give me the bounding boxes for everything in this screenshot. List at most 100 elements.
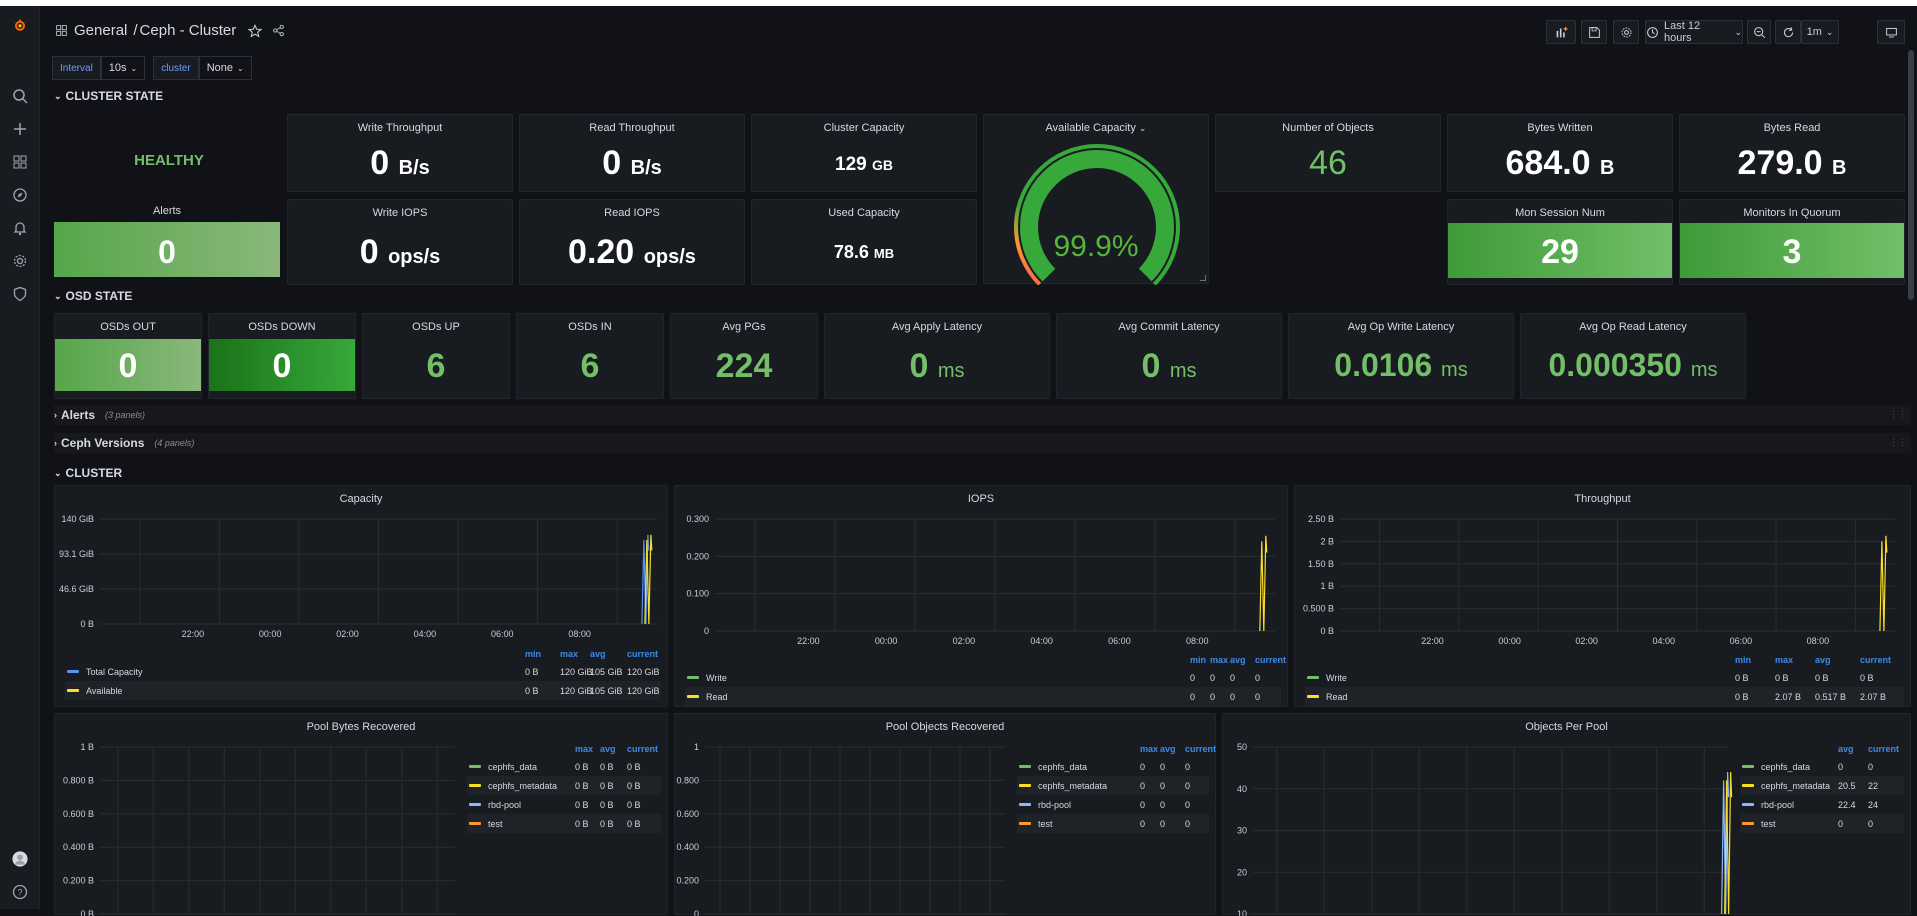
bytes-read-panel[interactable]: Bytes Read 279.0 B — [1679, 114, 1905, 192]
health-status-panel[interactable]: HEALTHY — [54, 115, 284, 175]
alerting-bell-icon[interactable] — [10, 218, 30, 238]
save-dashboard-button[interactable] — [1581, 20, 1607, 44]
write-iops-panel[interactable]: Write IOPS 0 ops/s — [287, 199, 513, 285]
monitors-in-quorum-panel[interactable]: Monitors In Quorum 3 — [1679, 199, 1905, 285]
read-throughput-panel[interactable]: Read Throughput 0 B/s — [519, 114, 745, 192]
legend-column-header[interactable]: current — [1185, 744, 1217, 754]
legend-column-header[interactable]: avg — [1230, 655, 1246, 665]
legend-row[interactable]: Total Capacity 0 B 120 GiB 105 GiB 120 GiB — [65, 662, 661, 681]
number-of-objects-panel[interactable]: Number of Objects 46 — [1215, 114, 1441, 192]
legend-column-header[interactable]: max — [1210, 655, 1229, 665]
objects-per-pool-graph-panel[interactable]: Objects Per Pool 50 40 30 20 10 avg current ceph… — [1222, 713, 1911, 916]
tv-mode-button[interactable] — [1877, 20, 1905, 44]
osds-up-panel[interactable]: OSDs UP 6 — [362, 313, 510, 399]
dashboards-icon[interactable] — [10, 152, 30, 172]
legend-row[interactable]: rbd-pool 22.4 24 — [1740, 795, 1904, 814]
zoom-out-button[interactable] — [1747, 20, 1771, 44]
server-admin-shield-icon[interactable] — [10, 284, 30, 304]
pool-bytes-recovered-graph-panel[interactable]: Pool Bytes Recovered 1 B 0.800 B 0.600 B 0.4… — [54, 713, 668, 916]
dashboard-title[interactable]: Ceph - Cluster — [139, 22, 237, 39]
avg-pgs-panel[interactable]: Avg PGs 224 — [670, 313, 818, 399]
legend-column-header[interactable]: avg — [1838, 744, 1854, 754]
graph-canvas[interactable]: 0.300 0.200 0.100 0 22:00 00:00 02:00 04:00 06:0… — [675, 486, 1289, 708]
refresh-interval-picker[interactable]: 1m ⌄ — [1801, 20, 1839, 44]
legend-column-header[interactable]: avg — [1160, 744, 1176, 754]
legend-row[interactable]: Write 0 B 0 B 0 B 0 B — [1305, 668, 1904, 687]
legend-row[interactable]: Available 0 B 120 GiB 105 GiB 120 GiB — [65, 681, 661, 700]
legend-row[interactable]: cephfs_data 0 0 0 — [1017, 757, 1209, 776]
osds-out-panel[interactable]: OSDs OUT 0 — [54, 313, 202, 399]
add-panel-button[interactable] — [1546, 20, 1576, 44]
legend-column-header[interactable]: max — [575, 744, 594, 754]
search-icon[interactable] — [10, 86, 30, 106]
legend-column-header[interactable]: current — [1868, 744, 1900, 754]
plus-icon[interactable] — [10, 119, 30, 139]
avg-op-write-latency-panel[interactable]: Avg Op Write Latency 0.0106 ms — [1288, 313, 1514, 399]
iops-graph-panel[interactable]: IOPS 0.300 0.200 0.100 0 22:00 00:00 02:00 04:00… — [674, 485, 1288, 707]
legend-row[interactable]: test 0 0 0 — [1017, 814, 1209, 833]
osds-down-panel[interactable]: OSDs DOWN 0 — [208, 313, 356, 399]
breadcrumb-folder[interactable]: General — [74, 22, 128, 39]
star-icon[interactable] — [248, 23, 263, 38]
pool-objects-recovered-graph-panel[interactable]: Pool Objects Recovered 1 0.800 0.600 0.400 0.… — [674, 713, 1217, 916]
time-picker-button[interactable]: Last 12 hours ⌄ — [1645, 20, 1743, 44]
alerts-stat-panel[interactable]: Alerts 0 — [54, 200, 280, 285]
legend-row[interactable]: test 0 0 — [1740, 814, 1904, 833]
write-throughput-panel[interactable]: Write Throughput 0 B/s — [287, 114, 513, 192]
avg-commit-latency-panel[interactable]: Avg Commit Latency 0 ms — [1056, 313, 1282, 399]
legend-row[interactable]: Read 0 0 0 0 — [685, 687, 1281, 706]
refresh-button[interactable] — [1775, 20, 1801, 44]
graph-canvas[interactable]: 2.50 B 2 B 1.50 B 1 B 0.500 B 0 B 22:00 00:00 02… — [1295, 486, 1912, 708]
legend-row[interactable]: Read 0 B 2.07 B 0.517 B 2.07 B — [1305, 687, 1904, 706]
drag-handle-icon[interactable]: ⋮⋮ — [1889, 409, 1907, 419]
legend-row[interactable]: cephfs_data 0 0 — [1740, 757, 1904, 776]
user-avatar[interactable] — [10, 849, 30, 869]
osds-in-panel[interactable]: OSDs IN 6 — [516, 313, 664, 399]
available-capacity-gauge-panel[interactable]: Available Capacity ⌄ 99.9% — [983, 114, 1209, 285]
used-capacity-panel[interactable]: Used Capacity 78.6 MB — [751, 199, 977, 285]
page-scrollbar[interactable] — [1908, 50, 1914, 300]
legend-row[interactable]: test 0 B 0 B 0 B — [467, 814, 661, 833]
panel-title[interactable]: Available Capacity ⌄ — [984, 122, 1208, 134]
legend-column-header[interactable]: min — [1735, 655, 1752, 665]
row-osd-state[interactable]: ⌄ OSD STATE — [54, 289, 132, 303]
help-icon[interactable]: ? — [10, 882, 30, 902]
legend-row[interactable]: rbd-pool 0 0 0 — [1017, 795, 1209, 814]
resize-handle-icon[interactable] — [1200, 275, 1206, 281]
graph-canvas[interactable]: 140 GiB 93.1 GiB 46.6 GiB 0 B 22:00 00:00 02:0… — [55, 486, 669, 708]
dashboard-settings-button[interactable] — [1613, 20, 1639, 44]
capacity-graph-panel[interactable]: Capacity 140 GiB 93.1 GiB 46.6 GiB 0 B 22:00 0… — [54, 485, 668, 707]
legend-column-header[interactable]: current — [627, 744, 659, 754]
bytes-written-panel[interactable]: Bytes Written 684.0 B — [1447, 114, 1673, 192]
legend-column-header[interactable]: current — [627, 649, 659, 659]
mon-session-num-panel[interactable]: Mon Session Num 29 — [1447, 199, 1673, 285]
drag-handle-icon[interactable]: ⋮⋮ — [1889, 437, 1907, 447]
legend-column-header[interactable]: max — [1140, 744, 1159, 754]
legend-column-header[interactable]: max — [560, 649, 579, 659]
explore-compass-icon[interactable] — [10, 185, 30, 205]
row-cluster[interactable]: ⌄ CLUSTER — [54, 466, 122, 480]
avg-op-read-latency-panel[interactable]: Avg Op Read Latency 0.000350 ms — [1520, 313, 1746, 399]
read-iops-panel[interactable]: Read IOPS 0.20 ops/s — [519, 199, 745, 285]
row-alerts-collapsed[interactable]: › Alerts (3 panels) ⋮⋮ — [54, 405, 1911, 425]
legend-column-header[interactable]: avg — [600, 744, 616, 754]
grafana-logo-icon[interactable] — [10, 15, 30, 35]
legend-row[interactable]: cephfs_metadata 20.5 22 — [1740, 776, 1904, 795]
legend-column-header[interactable]: max — [1775, 655, 1794, 665]
legend-column-header[interactable]: current — [1255, 655, 1287, 665]
legend-column-header[interactable]: avg — [1815, 655, 1831, 665]
legend-row[interactable]: cephfs_data 0 B 0 B 0 B — [467, 757, 661, 776]
legend-row[interactable]: Write 0 0 0 0 — [685, 668, 1281, 687]
legend-column-header[interactable]: avg — [590, 649, 606, 659]
legend-column-header[interactable]: current — [1860, 655, 1892, 665]
throughput-graph-panel[interactable]: Throughput 2.50 B 2 B 1.50 B 1 B 0.500 B 0 B 22… — [1294, 485, 1911, 707]
legend-row[interactable]: cephfs_metadata 0 0 0 — [1017, 776, 1209, 795]
share-icon[interactable] — [272, 24, 285, 37]
legend-row[interactable]: rbd-pool 0 B 0 B 0 B — [467, 795, 661, 814]
cluster-capacity-panel[interactable]: Cluster Capacity 129 GB — [751, 114, 977, 192]
legend-column-header[interactable]: min — [1190, 655, 1207, 665]
legend-column-header[interactable]: min — [525, 649, 542, 659]
legend-row[interactable]: cephfs_metadata 0 B 0 B 0 B — [467, 776, 661, 795]
row-ceph-versions-collapsed[interactable]: › Ceph Versions (4 panels) ⋮⋮ — [54, 433, 1911, 453]
avg-apply-latency-panel[interactable]: Avg Apply Latency 0 ms — [824, 313, 1050, 399]
